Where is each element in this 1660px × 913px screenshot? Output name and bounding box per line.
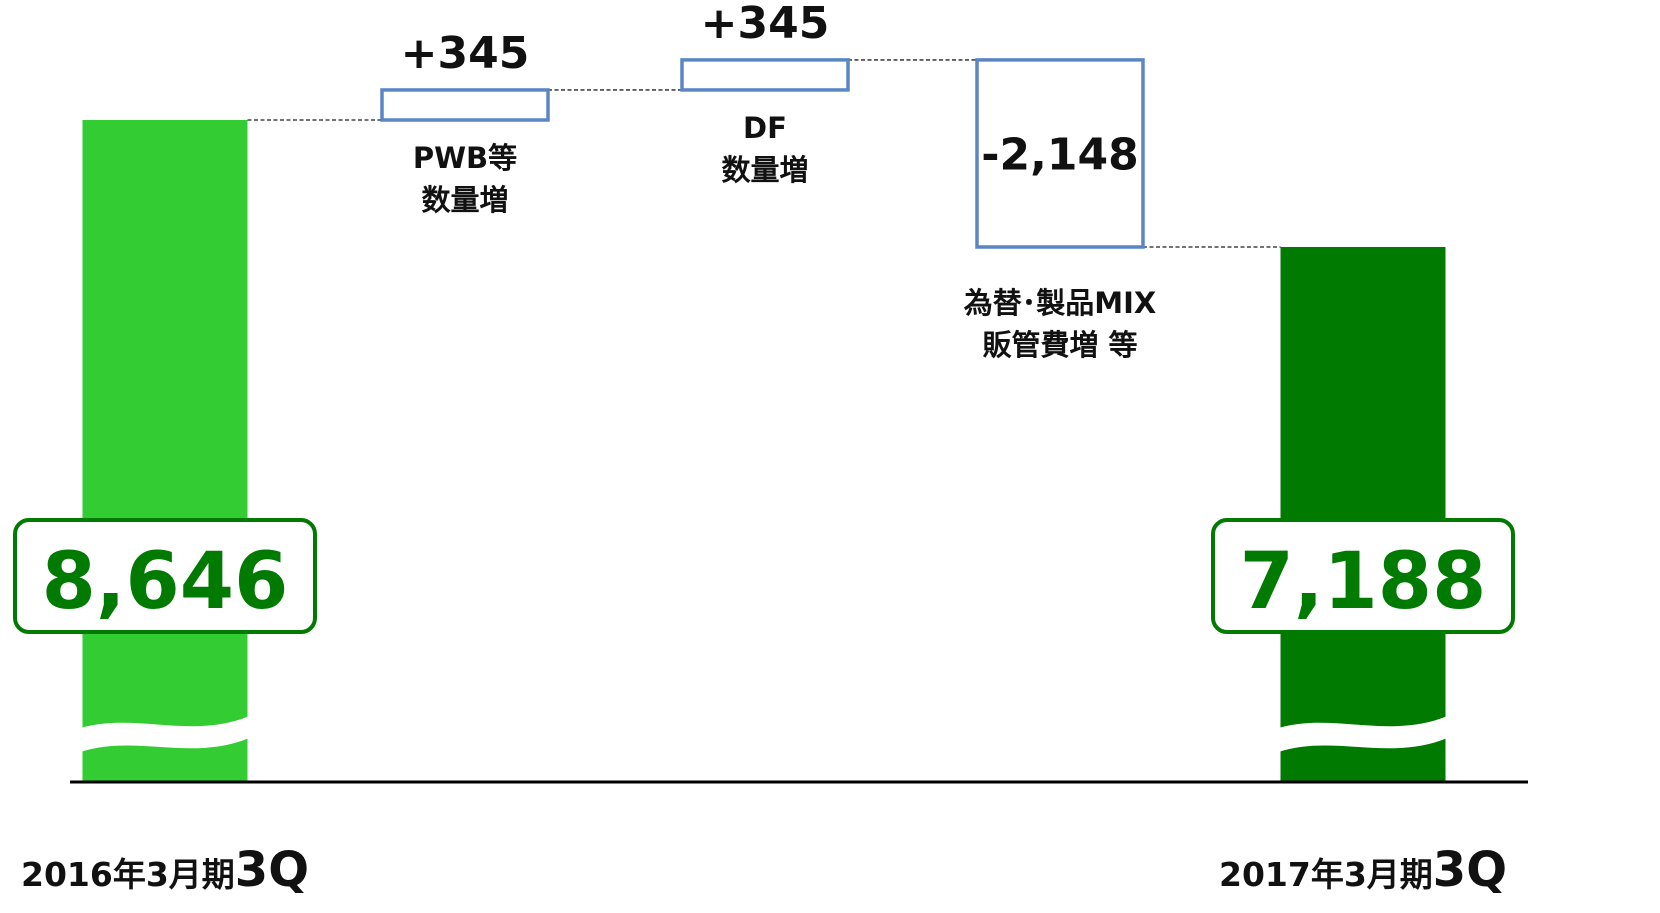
category-label: 2016年3月期3Q	[21, 842, 309, 898]
total-bar	[1280, 246, 1446, 782]
delta-value-label: -2,148	[981, 129, 1138, 180]
category-label: 2017年3月期3Q	[1219, 842, 1507, 898]
total-value-label: 7,188	[1240, 537, 1487, 627]
total-bar	[82, 120, 248, 782]
total-value-label: 8,646	[42, 537, 289, 627]
delta-bar	[975, 58, 1145, 249]
axis-break-wave	[1278, 716, 1448, 752]
total-value-box	[1211, 518, 1515, 634]
delta-description: 数量増	[721, 153, 808, 187]
delta-bar	[680, 58, 850, 92]
total-value-box	[13, 518, 317, 634]
delta-description: 販管費増 等	[982, 328, 1137, 362]
delta-description: 為替･製品MIX	[964, 286, 1157, 320]
axis-break-wave	[80, 716, 250, 752]
delta-description: PWB等	[413, 141, 517, 175]
delta-value-label: +345	[701, 0, 830, 49]
delta-value-label: +345	[401, 28, 530, 79]
delta-description: 数量増	[421, 183, 508, 217]
delta-description: DF	[743, 111, 787, 145]
delta-bar	[380, 88, 550, 122]
